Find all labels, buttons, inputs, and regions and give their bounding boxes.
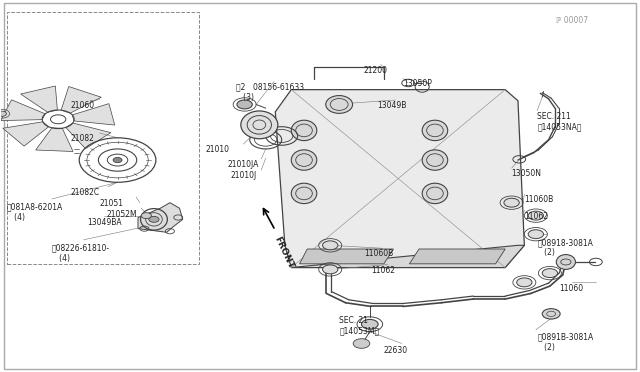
Circle shape [141,213,152,219]
Text: ℙ 00007: ℙ 00007 [556,16,588,25]
Text: FRONT: FRONT [272,235,295,270]
Text: 21010: 21010 [205,145,229,154]
Circle shape [0,111,6,116]
Polygon shape [66,123,111,149]
Text: 21060: 21060 [71,101,95,110]
Text: ⑂2 08156-61633
   (3): ⑂2 08156-61633 (3) [236,82,304,102]
Ellipse shape [556,254,575,269]
Circle shape [516,278,532,287]
Text: 21082C: 21082C [71,188,100,197]
Ellipse shape [326,96,353,113]
Polygon shape [61,87,101,113]
Ellipse shape [422,150,448,170]
Text: Ⓞ08918-3081A
   (2): Ⓞ08918-3081A (2) [537,238,593,257]
Text: 11060: 11060 [559,284,584,293]
Ellipse shape [542,309,560,319]
Text: 13050N: 13050N [511,169,541,178]
Text: 13049BA: 13049BA [87,218,122,227]
Ellipse shape [422,120,448,141]
Ellipse shape [422,183,448,203]
Text: 21200: 21200 [364,65,387,74]
Text: 22630: 22630 [384,346,408,355]
Text: 21010J: 21010J [230,171,257,180]
Polygon shape [410,249,505,264]
Text: 11060B: 11060B [524,195,554,204]
Ellipse shape [291,120,317,141]
Text: SEC. 211
〈14053NA〉: SEC. 211 〈14053NA〉 [537,112,582,131]
Circle shape [528,211,543,220]
Ellipse shape [291,183,317,203]
Circle shape [323,265,338,274]
Text: 21082: 21082 [71,134,95,143]
Ellipse shape [291,150,317,170]
Polygon shape [291,245,524,267]
Polygon shape [300,249,394,264]
Polygon shape [36,128,73,151]
Polygon shape [72,104,115,125]
Text: Ⓞ0891B-3081A
   (2): Ⓞ0891B-3081A (2) [537,333,593,352]
Text: 11062: 11062 [371,266,395,275]
Text: 11062: 11062 [524,212,548,221]
Circle shape [113,157,122,163]
Circle shape [362,320,378,329]
Text: SEC. 21
〈14053M〉: SEC. 21 〈14053M〉 [339,316,380,335]
Polygon shape [1,100,45,121]
Circle shape [323,241,338,250]
Ellipse shape [241,111,278,139]
Circle shape [237,100,252,109]
Circle shape [528,230,543,238]
Text: 21051: 21051 [100,199,124,208]
Text: 13049B: 13049B [378,101,407,110]
Text: 11060B: 11060B [365,249,394,258]
Text: 21010JA: 21010JA [227,160,259,169]
Text: Ⓜ081A8-6201A
   (4): Ⓜ081A8-6201A (4) [7,203,63,222]
Polygon shape [3,122,49,146]
Circle shape [504,198,519,207]
Text: 13050P: 13050P [403,79,432,88]
Text: 21052M: 21052M [106,210,137,219]
Polygon shape [138,203,182,232]
Circle shape [542,269,557,278]
Polygon shape [275,90,524,267]
Circle shape [149,217,159,222]
Circle shape [353,339,370,348]
Polygon shape [20,86,58,112]
Bar [7,12,198,264]
Text: Ⓜ08226-61810-
   (4): Ⓜ08226-61810- (4) [52,243,110,263]
